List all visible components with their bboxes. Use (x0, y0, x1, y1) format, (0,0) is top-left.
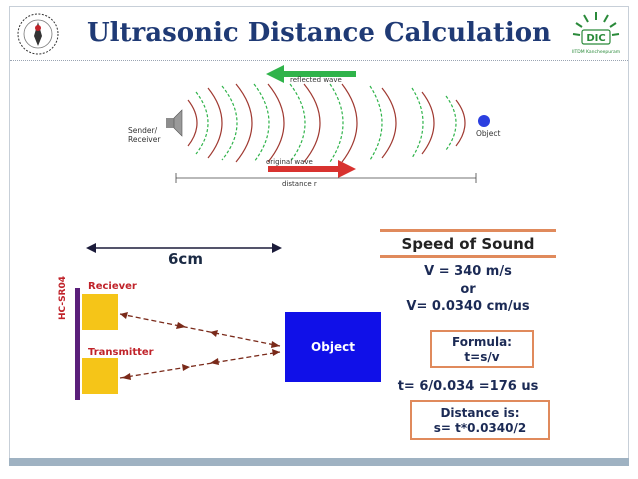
distance-title: Distance is: (440, 406, 520, 420)
dic-logo-text: DIC (586, 33, 605, 44)
speed-line-1: V = 340 m/s (424, 264, 512, 279)
formula-title: Formula: (452, 335, 512, 349)
reflected-wave-label: reflected wave (290, 76, 342, 84)
object-label: Object (476, 129, 500, 138)
sensor-model-label: HC-SR04 (58, 275, 68, 320)
slide-title: Ultrasonic Distance Calculation (86, 18, 551, 48)
transmitter-label: Transmitter (88, 347, 154, 358)
speed-of-sound-text: Speed of Sound (401, 234, 535, 253)
object-dot (478, 115, 490, 127)
sensor-board (75, 288, 80, 400)
transmitter-block (82, 358, 118, 394)
object-box: Object (285, 312, 381, 382)
sound-waves (187, 83, 466, 163)
six-cm-arrow (86, 243, 282, 253)
distance-box: Distance is: s= t*0.0340/2 (410, 400, 550, 440)
original-wave-arrow (268, 160, 356, 178)
reflected-wave-arrow (266, 65, 356, 83)
time-calculation: t= 6/0.034 =176 us (397, 379, 539, 394)
original-wave-label: original wave (266, 158, 313, 166)
footer-bar (9, 458, 629, 466)
formula-box: Formula: t=s/v (430, 330, 534, 368)
dic-logo-subtext: IITDM Kancheepuram (572, 49, 620, 55)
speaker-icon (166, 109, 183, 137)
receiver-block (82, 294, 118, 330)
speed-line-2: V= 0.0340 cm/us (406, 299, 530, 314)
dic-logo-right: DIC IITDM Kancheepuram (572, 12, 620, 55)
echo-arrowheads (120, 312, 280, 380)
distance-line (175, 173, 477, 183)
echo-path (119, 313, 281, 379)
distance-label: distance r (282, 180, 317, 188)
sender-label-line2: Receiver (128, 135, 161, 144)
distance-formula: s= t*0.0340/2 (433, 421, 527, 435)
speed-line-or: or (460, 282, 476, 297)
speed-of-sound-heading: Speed of Sound (380, 229, 556, 258)
sender-label-line1: Sender/ (128, 126, 158, 135)
object-box-label: Object (311, 340, 355, 354)
receiver-label: Reciever (88, 281, 137, 292)
title-divider (10, 60, 628, 61)
institute-logo-left (17, 13, 59, 55)
formula-text: t=s/v (464, 350, 500, 364)
six-cm-label: 6cm (168, 250, 203, 268)
